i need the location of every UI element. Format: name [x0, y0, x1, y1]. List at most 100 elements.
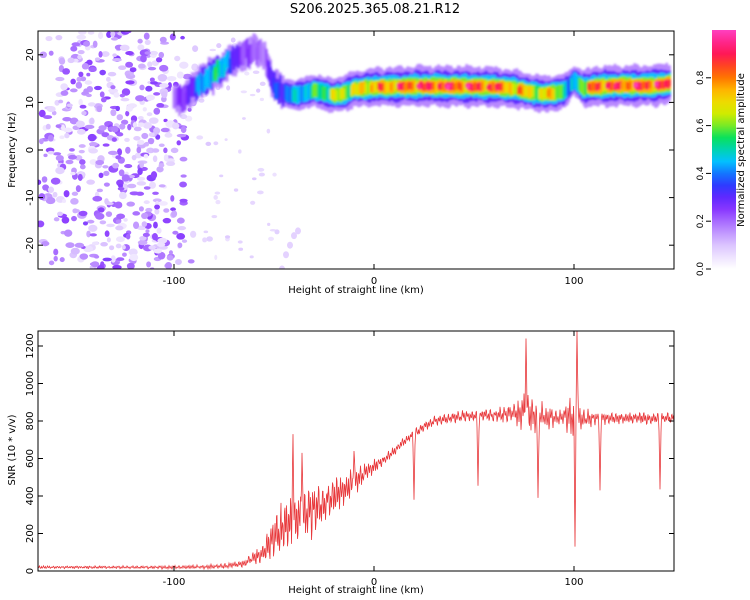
noise-blob — [110, 255, 116, 263]
ridge-segment — [193, 80, 197, 97]
ridge-segment — [519, 87, 523, 95]
noise-blob — [84, 80, 93, 85]
noise-blob — [84, 124, 95, 130]
ridge-segment — [553, 85, 557, 102]
noise-blob — [159, 83, 169, 88]
ridge-segment — [668, 79, 671, 87]
noise-blob — [144, 51, 151, 55]
noise-blob — [61, 216, 70, 224]
ridge-segment — [546, 89, 550, 98]
ridge-segment — [462, 81, 466, 93]
noise-blob — [125, 146, 131, 154]
ridge-segment — [294, 89, 298, 103]
noise-blob — [202, 237, 208, 243]
noise-blob — [216, 43, 222, 49]
noise-blob — [176, 71, 184, 79]
noise-blob — [163, 118, 168, 123]
figure-title: S206.2025.365.08.21.R12 — [289, 2, 461, 17]
noise-blob — [166, 255, 174, 261]
ridge-segment — [594, 82, 597, 90]
ridge-segment — [204, 68, 208, 86]
noise-blob — [45, 35, 53, 42]
ridge-segment — [353, 83, 356, 94]
noise-blob — [148, 117, 159, 124]
ridge-segment — [567, 79, 571, 96]
ridge-segment — [335, 90, 338, 101]
ridge-segment — [608, 82, 611, 88]
noise-blob — [156, 166, 164, 173]
ridge-segment — [266, 59, 270, 79]
ridge-segment — [409, 81, 412, 90]
ridge-segment — [340, 88, 344, 99]
ridge-segment — [529, 86, 533, 97]
ridge-segment — [277, 82, 281, 99]
ridge-segment — [195, 76, 198, 93]
ridge-segment — [626, 82, 629, 90]
noise-blob — [121, 119, 129, 125]
ridge-segment — [433, 80, 436, 93]
ridge-segment — [248, 44, 251, 63]
noise-blob — [89, 233, 97, 237]
ridge-segment — [455, 82, 459, 90]
noise-blob — [86, 72, 91, 77]
ridge-segment — [465, 83, 468, 88]
noise-blob — [143, 186, 151, 190]
ridge-segment — [484, 80, 488, 92]
ridge-segment — [350, 85, 354, 97]
ridge-segment — [426, 85, 429, 90]
noise-blob — [41, 241, 50, 247]
ridge-segment — [482, 80, 485, 93]
noise-blob — [62, 68, 71, 75]
ridge-segment — [515, 83, 519, 94]
noise-blob — [87, 133, 97, 142]
colorbar-ticks: 0.0 0.2 0.4 0.6 0.8 — [696, 70, 711, 276]
noise-blob — [209, 48, 217, 52]
noise-blob — [256, 88, 261, 93]
ridge-segment — [343, 85, 347, 101]
noise-blob — [156, 227, 162, 234]
noise-blob — [86, 179, 95, 185]
ridge-segment — [577, 77, 580, 91]
noise-blob — [203, 230, 209, 234]
noise-blob — [133, 136, 141, 141]
noise-blob — [137, 44, 145, 51]
noise-blob — [127, 123, 132, 131]
noise-blob — [190, 230, 197, 238]
noise-blob — [176, 133, 187, 138]
ridge-segment — [503, 81, 506, 93]
noise-blob — [51, 110, 57, 116]
ridge-segment — [512, 83, 516, 94]
noise-blob — [43, 115, 53, 120]
noise-blob — [123, 217, 128, 222]
noise-blob — [139, 236, 147, 241]
ridge-segment — [599, 80, 603, 93]
noise-blob — [103, 182, 110, 187]
ridge-segment — [637, 83, 641, 89]
noise-blob — [59, 257, 65, 263]
ridge-segment — [489, 84, 492, 89]
noise-blob — [249, 255, 254, 259]
noise-blob — [238, 149, 242, 154]
noise-blob — [110, 85, 116, 90]
noise-blob — [48, 260, 55, 266]
noise-blob — [124, 31, 132, 34]
ridge-segment — [610, 81, 614, 89]
ridge-segment — [475, 83, 478, 91]
noise-blob — [62, 199, 67, 203]
noise-blob — [125, 110, 130, 117]
noise-blob — [132, 211, 141, 216]
ridge-segment — [552, 88, 555, 100]
ridge-segment — [209, 72, 212, 89]
colorbar-label: Normalized spectral amplitude — [736, 73, 747, 227]
noise-blob — [102, 143, 110, 147]
ridge-segment — [620, 82, 624, 90]
noise-blob — [180, 125, 187, 134]
noise-blob — [259, 97, 265, 102]
noise-blob — [63, 127, 73, 133]
noise-blob — [70, 197, 79, 205]
ridge-segment — [559, 85, 562, 100]
noise-blob — [168, 250, 173, 255]
noise-blob — [213, 194, 218, 200]
noise-blob — [125, 61, 134, 68]
ridge-segment — [438, 83, 442, 88]
